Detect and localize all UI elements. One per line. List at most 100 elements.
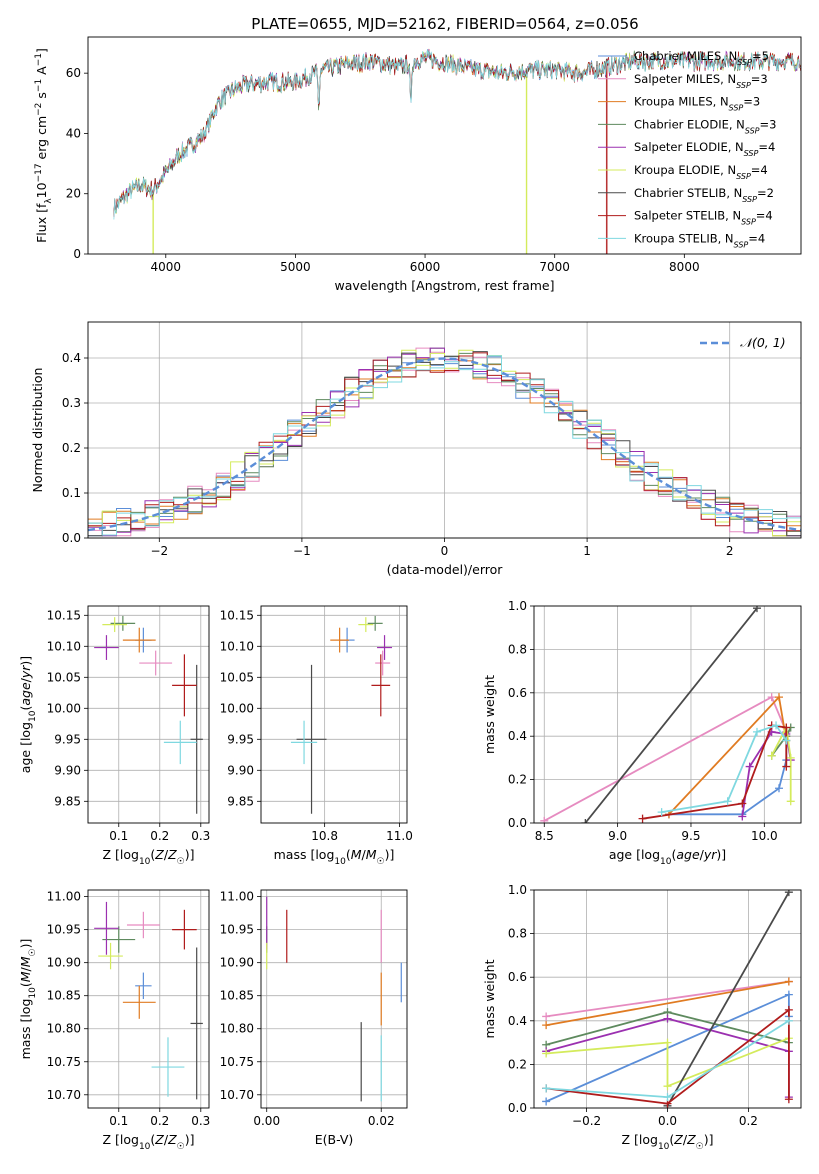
y-tick-label: 10.75 [220,1055,254,1069]
x-tick-label: 9.5 [681,829,700,843]
x-axis-label-part: Z [log [621,1132,657,1147]
mass-vs-Z-x-label: Z [log10(Z/Z☉)] [102,1132,194,1152]
x-tick-label: 7000 [539,260,570,274]
figure-title: PLATE=0655, MJD=52162, FIBERID=0564, z=0… [251,15,638,33]
errorbar-kroupa-elodie [98,942,123,970]
errorbar-chabrier-miles [135,972,152,999]
mass-weight-marker [657,808,666,817]
x-axis-label-part: Z [167,847,177,862]
plot-area-age-vs-Z [94,615,203,814]
errorbar-kroupa-stelib [163,720,197,765]
mass-weight-marker [540,816,549,823]
axes-frame [87,605,210,824]
y-tick-label: 0.4 [508,1014,527,1028]
mass-weight-marker [663,1038,672,1047]
y-axis-label-part: −17 [34,163,44,182]
x-axis-label-part: 10 [658,1142,670,1152]
y-axis-label-part: M [18,971,33,982]
y-axis-label-part: 10 [28,987,38,999]
x-tick-label: 0.00 [253,1114,280,1128]
mass-weight-marker [786,797,795,806]
y-tick-label: 0.4 [508,729,527,743]
legend-label-count: =4 [751,163,768,177]
x-axis-label-part: / [164,847,169,862]
mass-weight-series-kroupa-stelib [542,1016,793,1102]
legend-label-count: =3 [760,117,777,131]
y-tick-label: 10.00 [220,701,254,715]
spectrum-x-label: wavelength [Angstrom, rest frame] [334,278,554,293]
errorbar-salpeter-stelib [172,654,197,717]
y-tick-label: 11.00 [220,890,254,904]
errorbar-salpeter-miles [126,911,160,939]
y-axis-label-part: 10 [34,182,49,198]
y-tick-label: 10.70 [220,1088,254,1102]
x-axis-label-part: E(B-V) [315,1132,354,1147]
legend-label-count: =5 [752,49,769,63]
mass-weight-marker [786,753,795,762]
legend-label-salpeter-miles: Salpeter MILES, NSSP=3 [634,72,768,90]
panel-mass-weight-vs-age: 8.5 9.0 9.5 10.0 0.0 0.2 0.4 0.6 0.8 1.0 age [log1… [482,599,802,867]
y-tick-label: 0.6 [508,970,527,984]
errorbar-salpeter-elodie [377,635,393,660]
errorbar-salpeter-miles [139,650,173,676]
mass-vs-EBV-x-label: E(B-V) [315,1132,354,1147]
legend-label-name: Salpeter ELODIE, N [634,140,744,154]
legend-label-name: Chabrier STELIB, N [634,186,742,200]
y-tick-label: 0 [73,247,81,261]
residuals-x-label: (data-model)/error [387,562,504,577]
y-tick-label: 9.95 [227,732,254,746]
y-tick-label: 10.85 [47,989,81,1003]
mass-weight-marker [663,1093,672,1102]
histogram-kroupa-stelib [88,355,801,536]
legend-label-sub: SSP [734,240,749,249]
x-axis-label-part: Z [log [102,1132,138,1147]
x-axis-label-part: ( [669,1132,674,1147]
mass-weight-marker [738,812,747,821]
panel-spectrum: 4000 5000 6000 7000 8000 0 20 40 60 wavelength [A… [34,36,802,293]
x-axis-label-part: )] [185,847,195,862]
mass-weight-marker [774,784,783,793]
mass-weight-line [545,980,790,1018]
plot-area-spectrum [113,48,801,254]
x-tick-label: 0.2 [150,1114,169,1128]
y-tick-label: 0.6 [508,686,527,700]
legend-label-chabrier-elodie: Chabrier ELODIE, NSSP=3 [634,117,776,135]
x-axis-label-part: )] [704,1132,714,1147]
errorbar-chabrier-elodie [367,615,383,631]
y-axis-label-part: ( [18,982,33,987]
legend-label-kroupa-miles: Kroupa MILES, NSSP=3 [634,95,760,113]
x-tick-label: 0.1 [109,829,128,843]
mass-weight-marker [767,693,776,702]
y-axis-label-part: mass [log [18,999,33,1060]
y-axis-label-part: mass weight [482,675,497,754]
plot-area-mass-weight-vs-age [540,606,795,823]
legend-label-count: =2 [757,186,774,200]
x-axis-label-part: mass [log [274,847,335,862]
errorbar-salpeter-stelib [172,909,197,950]
mass-weight-marker [782,736,791,745]
x-axis-label-part: )] [185,1132,195,1147]
mass-weight-marker [752,606,761,613]
legend-label-chabrier-stelib: Chabrier STELIB, NSSP=2 [634,186,774,204]
x-axis-label-part: ☉ [696,1142,704,1152]
mass-weight-marker [782,762,791,771]
y-tick-label: 10.80 [47,1022,81,1036]
errorbar-chabrier-elodie [102,926,136,953]
panel-mass-weight-vs-Z: −0.2 0.0 0.20.00.20.40.60.81.0Z [log10(Z/Z… [482,883,802,1152]
y-tick-label: 0.0 [508,816,527,830]
x-tick-label: −1 [293,544,311,558]
histogram-salpeter-stelib [88,352,801,532]
y-tick-label: 10.70 [47,1088,81,1102]
axes-frame [533,889,802,1109]
x-axis-label-part: Z [167,1132,177,1147]
errorbar-salpeter-miles [375,650,391,676]
mass-weight-marker [772,721,781,730]
legend-label-sub: SSP [736,80,751,89]
x-axis-label-part: M [366,847,377,862]
mass-weight-vs-age-x-label: age [log10(age/yr)] [609,847,726,867]
x-tick-label: 4000 [151,260,182,274]
mass-weight-marker [663,1082,672,1091]
legend-label-kroupa-elodie: Kroupa ELODIE, NSSP=4 [634,163,768,181]
mass-weight-marker [784,1016,793,1025]
x-axis-label-part: / [683,1132,688,1147]
